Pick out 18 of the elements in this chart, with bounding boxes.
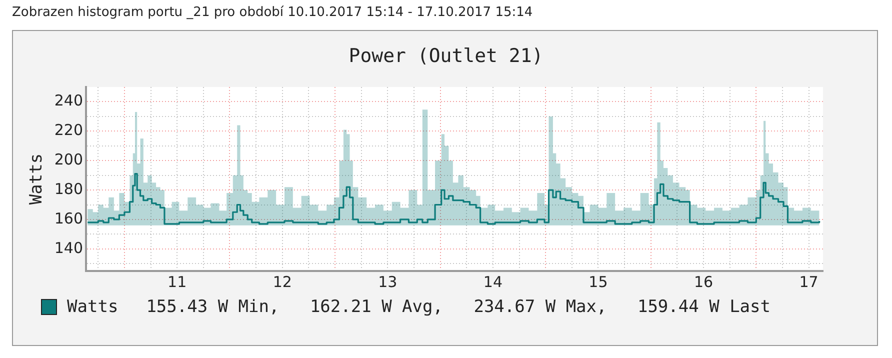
x-tick-label: 17 xyxy=(799,272,818,291)
y-axis-title: Watts xyxy=(26,153,47,205)
y-tick-label: 200 xyxy=(54,150,84,168)
y-tick-label: 160 xyxy=(54,209,84,228)
x-tick-label: 11 xyxy=(168,272,187,291)
chart-title: Power (Outlet 21) xyxy=(348,45,544,67)
x-tick-label: 12 xyxy=(272,272,292,291)
text: Zobrazen histogram portu _21 pro období 10.10.2017 15:14 - 17.10.2017 15:14 xyxy=(12,5,533,20)
x-tick-label: 16 xyxy=(694,272,714,291)
y-tick-label: 180 xyxy=(54,180,84,198)
y-tick-label: 240 xyxy=(54,92,84,110)
x-tick-label: 14 xyxy=(483,272,502,291)
y-tick-label: 140 xyxy=(54,238,84,257)
y-tick-label: 220 xyxy=(54,121,84,140)
legend-label: Watts xyxy=(67,297,118,317)
text: 155.43 W Min, 162.21 W Avg, 234.67 W Max, 159.44 W Last xyxy=(146,297,771,317)
x-tick-label: 13 xyxy=(378,272,398,291)
x-tick-label: 15 xyxy=(588,272,608,291)
